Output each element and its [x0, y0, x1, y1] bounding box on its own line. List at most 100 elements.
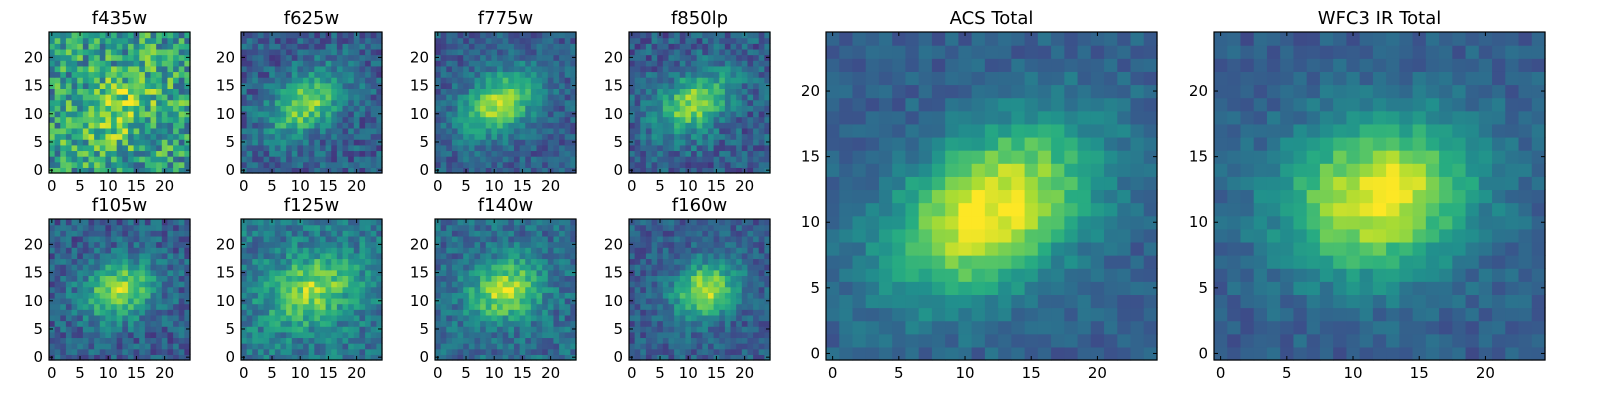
- heatmap-cell: [111, 309, 118, 316]
- heatmap-cell: [127, 286, 135, 293]
- heatmap-cell: [508, 292, 515, 299]
- heatmap-cell: [480, 348, 487, 355]
- heatmap-cell: [257, 122, 265, 129]
- heatmap-cell: [342, 88, 349, 95]
- heatmap-cell: [178, 286, 185, 293]
- heatmap-cell: [480, 241, 487, 248]
- heatmap-cell: [246, 150, 253, 157]
- heatmap-cell: [353, 275, 361, 282]
- heatmap-cell: [629, 281, 636, 288]
- heatmap-cell: [88, 116, 95, 123]
- heatmap-cell: [662, 320, 670, 327]
- heatmap-cell: [559, 286, 566, 293]
- heatmap-cell: [724, 60, 732, 67]
- heatmap-cell: [308, 32, 315, 39]
- heatmap-cell: [736, 71, 743, 78]
- x-tick-label: 5: [75, 177, 85, 195]
- heatmap-cell: [291, 122, 298, 129]
- heatmap-cell: [502, 54, 509, 61]
- heatmap-cell: [308, 264, 315, 271]
- heatmap-cell: [564, 156, 571, 163]
- heatmap-cell: [122, 167, 129, 174]
- heatmap-cell: [105, 252, 112, 260]
- heatmap-cell: [133, 65, 140, 73]
- heatmap-cell: [542, 156, 549, 163]
- heatmap-cell: [645, 60, 653, 67]
- heatmap-cell: [370, 48, 377, 56]
- heatmap-cell: [446, 303, 453, 310]
- heatmap-cell: [753, 156, 760, 163]
- heatmap-cell: [319, 252, 327, 260]
- heatmap-cell: [753, 150, 760, 157]
- heatmap-cell: [263, 320, 270, 327]
- heatmap-cell: [530, 161, 538, 168]
- heatmap-cell: [353, 326, 361, 333]
- heatmap-cell: [173, 161, 180, 168]
- heatmap-cell: [365, 105, 372, 112]
- heatmap-cell: [457, 60, 464, 67]
- heatmap-cell: [559, 82, 566, 89]
- heatmap-cell: [144, 297, 152, 305]
- y-tick-label: 10: [604, 105, 623, 123]
- heatmap-cell: [252, 348, 259, 355]
- heatmap-cell: [184, 235, 191, 243]
- heatmap-cell: [463, 348, 470, 355]
- heatmap-cell: [724, 326, 732, 333]
- heatmap-cell: [88, 354, 95, 361]
- heatmap-cell: [365, 241, 372, 248]
- heatmap-cell: [719, 303, 726, 310]
- heatmap-cell: [564, 275, 571, 282]
- heatmap-cell: [451, 150, 459, 157]
- heatmap-cell: [640, 309, 647, 316]
- heatmap-cell: [525, 303, 532, 310]
- heatmap-cell: [88, 320, 95, 327]
- heatmap-cell: [246, 144, 253, 152]
- heatmap-cell: [184, 122, 191, 129]
- heatmap-cell: [241, 122, 248, 129]
- heatmap-cell: [257, 297, 265, 305]
- heatmap-cell: [502, 139, 509, 146]
- heatmap-cell: [435, 252, 442, 260]
- heatmap-cell: [564, 241, 571, 248]
- heatmap-cell: [497, 224, 504, 231]
- heatmap-cell: [359, 65, 366, 73]
- heatmap-cell: [280, 60, 287, 67]
- heatmap-cell: [139, 167, 146, 174]
- heatmap-cell: [376, 314, 383, 322]
- heatmap-cell: [764, 94, 771, 101]
- heatmap-cell: [730, 88, 737, 95]
- heatmap-cell: [241, 105, 248, 112]
- heatmap-cell: [719, 37, 726, 44]
- heatmap-cell: [94, 161, 101, 168]
- heatmap-cell: [730, 43, 737, 50]
- heatmap-cell: [730, 281, 737, 288]
- heatmap-cell: [331, 241, 338, 248]
- heatmap-cell: [60, 297, 67, 305]
- heatmap-cell: [485, 161, 492, 168]
- heatmap-cell: [184, 133, 191, 140]
- heatmap-cell: [263, 292, 270, 299]
- heatmap-cell: [280, 337, 287, 344]
- heatmap-cell: [111, 122, 118, 129]
- heatmap-cell: [519, 88, 526, 95]
- heatmap-cell: [634, 94, 641, 101]
- heatmap-cell: [133, 337, 140, 344]
- heatmap-cell: [696, 269, 703, 276]
- heatmap-cell: [713, 309, 720, 316]
- heatmap-cell: [536, 258, 543, 265]
- heatmap-cell: [435, 337, 442, 344]
- heatmap-cell: [314, 161, 321, 168]
- heatmap-cell: [184, 264, 191, 271]
- heatmap-cell: [679, 88, 686, 95]
- heatmap-cell: [71, 337, 78, 344]
- heatmap-cell: [446, 292, 453, 299]
- heatmap-cell: [274, 60, 282, 67]
- heatmap-cell: [519, 116, 526, 123]
- heatmap-cell: [724, 54, 732, 61]
- heatmap-cell: [297, 230, 304, 237]
- heatmap-cell: [513, 269, 521, 276]
- heatmap-cell: [111, 292, 118, 299]
- heatmap-cell: [468, 161, 476, 168]
- heatmap-cell: [150, 292, 157, 299]
